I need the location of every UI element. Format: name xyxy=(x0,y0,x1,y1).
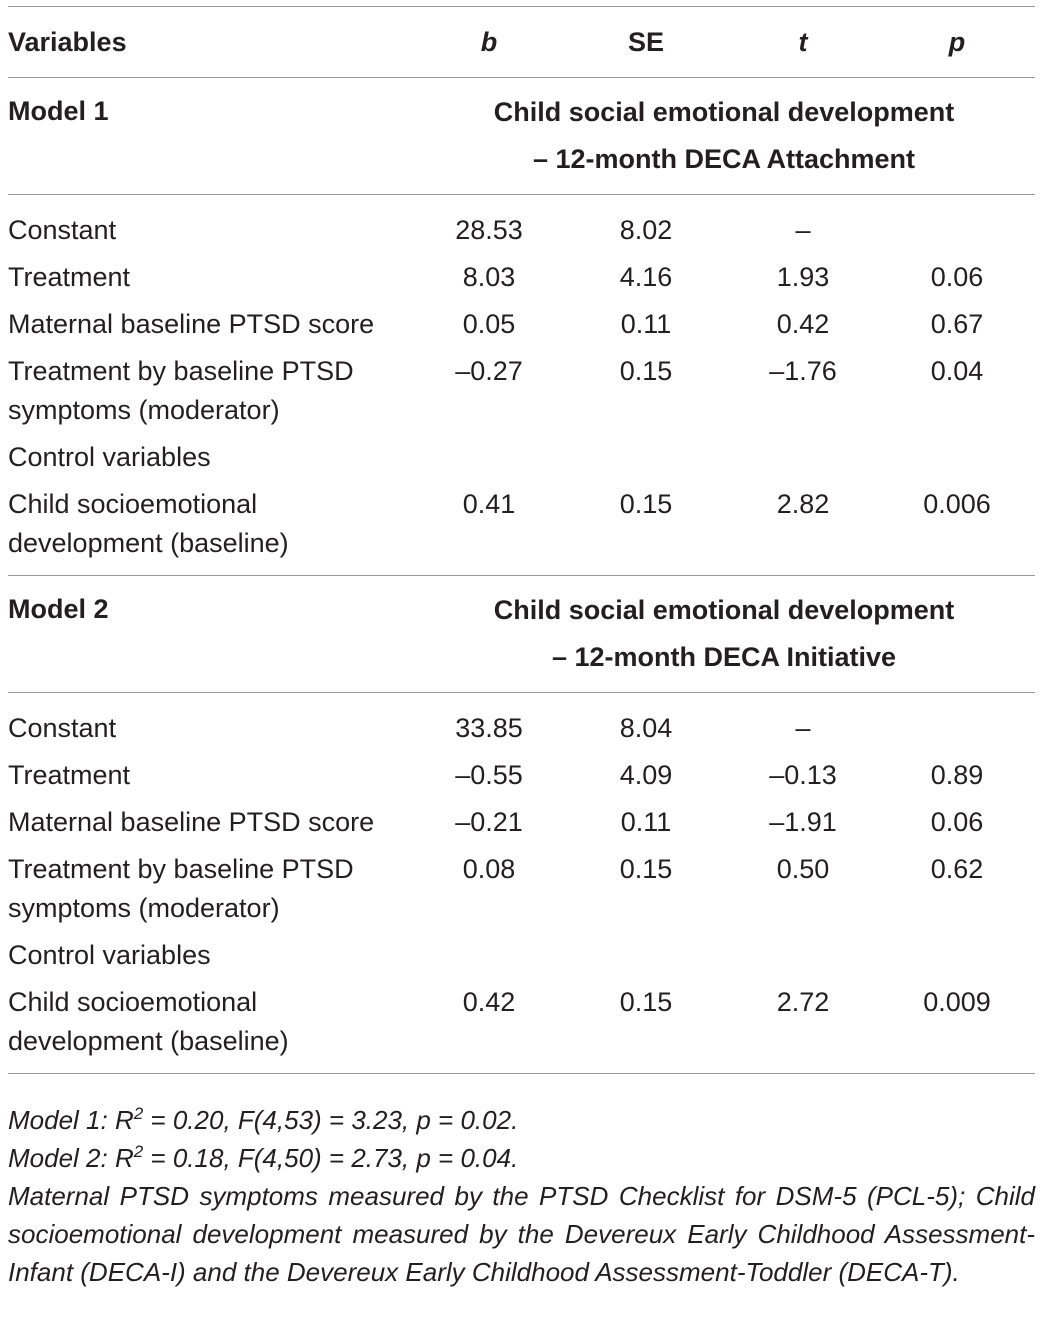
table-row: Maternal baseline PTSD score 0.05 0.11 0… xyxy=(8,301,1035,348)
cell-p xyxy=(879,195,1035,255)
table-row: Treatment –0.55 4.09 –0.13 0.89 xyxy=(8,752,1035,799)
cell-t: 0.50 xyxy=(776,854,830,884)
cell-b: 8.03 xyxy=(462,262,516,292)
table-row: Child socioemotional development (baseli… xyxy=(8,481,1035,576)
cell-t: 0.42 xyxy=(776,309,830,339)
table-row: Child socioemotional development (baseli… xyxy=(8,979,1035,1074)
header-b: b xyxy=(480,27,498,57)
model-2-dependent-variable: Child social emotional development – 12-… xyxy=(413,576,1035,693)
model-2-header-row: Model 2 Child social emotional developme… xyxy=(8,576,1035,693)
row-name: Treatment by baseline PTSD symptoms (mod… xyxy=(8,348,413,434)
cell-se: 0.15 xyxy=(619,489,673,519)
row-name-line2: symptoms (moderator) xyxy=(8,395,280,425)
cell-b: –0.55 xyxy=(455,760,523,790)
row-name: Maternal baseline PTSD score xyxy=(8,807,375,837)
cell-t: –0.13 xyxy=(769,760,837,790)
table-notes: Model 1: R2 = 0.20, F(4,53) = 3.23, p = … xyxy=(8,1101,1035,1291)
cell-t: – xyxy=(795,713,811,743)
cell-p: 0.006 xyxy=(923,489,991,519)
cell-b: 0.42 xyxy=(462,987,516,1017)
cell-p: 0.62 xyxy=(930,854,984,884)
header-se: SE xyxy=(627,27,665,57)
model-1-header-row: Model 1 Child social emotional developme… xyxy=(8,78,1035,195)
cell-se: 0.15 xyxy=(619,854,673,884)
table-row: Maternal baseline PTSD score –0.21 0.11 … xyxy=(8,799,1035,846)
cell-p xyxy=(879,693,1035,753)
model-2-dv-line1: Child social emotional development xyxy=(493,595,955,625)
table-row: Control variables xyxy=(8,932,1035,979)
cell-p: 0.67 xyxy=(930,309,984,339)
cell-p: 0.009 xyxy=(923,987,991,1017)
model-1-fit-note: Model 1: R2 = 0.20, F(4,53) = 3.23, p = … xyxy=(8,1104,519,1135)
cell-b: –0.27 xyxy=(455,356,523,386)
row-name: Treatment by baseline PTSD symptoms (mod… xyxy=(8,846,413,932)
cell-se: 0.11 xyxy=(620,807,672,837)
table-row: Control variables xyxy=(8,434,1035,481)
cell-t: 2.72 xyxy=(776,987,830,1017)
cell-p: 0.06 xyxy=(930,807,984,837)
row-name-line1: Child socioemotional xyxy=(8,987,258,1017)
row-name: Treatment xyxy=(8,760,131,790)
cell-t: 2.82 xyxy=(776,489,830,519)
cell-se: 0.15 xyxy=(619,356,673,386)
row-name-line1: Child socioemotional xyxy=(8,489,258,519)
cell-b: 33.85 xyxy=(455,713,523,743)
measures-note: Maternal PTSD symptoms measured by the P… xyxy=(8,1181,1035,1287)
table-row: Treatment by baseline PTSD symptoms (mod… xyxy=(8,846,1035,932)
row-name: Child socioemotional development (baseli… xyxy=(8,979,413,1074)
model-1-dv-line1: Child social emotional development xyxy=(493,97,955,127)
cell-se: 0.15 xyxy=(619,987,673,1017)
header-t: t xyxy=(798,27,808,57)
cell-se: 4.09 xyxy=(619,760,673,790)
row-name-line1: Treatment by baseline PTSD xyxy=(8,854,354,884)
cell-b: 0.08 xyxy=(462,854,516,884)
cell-b: 28.53 xyxy=(455,215,523,245)
row-name: Constant xyxy=(8,713,117,743)
row-name-line2: development (baseline) xyxy=(8,528,289,558)
row-name-line2: development (baseline) xyxy=(8,1026,289,1056)
header-variables: Variables xyxy=(8,27,127,57)
row-name: Treatment xyxy=(8,262,131,292)
header-p: p xyxy=(948,27,966,57)
table-header-row: Variables b SE t p xyxy=(8,6,1035,78)
row-name: Constant xyxy=(8,215,117,245)
cell-b: 0.05 xyxy=(462,309,516,339)
cell-p: 0.89 xyxy=(930,760,984,790)
table-row: Constant 28.53 8.02 – xyxy=(8,195,1035,255)
cell-se: 8.02 xyxy=(619,215,673,245)
cell-t: –1.76 xyxy=(769,356,837,386)
model-2-fit-note: Model 2: R2 = 0.18, F(4,50) = 2.73, p = … xyxy=(8,1142,519,1173)
row-name-line1: Treatment by baseline PTSD xyxy=(8,356,354,386)
row-name-line2: symptoms (moderator) xyxy=(8,893,280,923)
model-1-label: Model 1 xyxy=(8,96,109,126)
row-name: Control variables xyxy=(8,442,211,472)
table-row: Constant 33.85 8.04 – xyxy=(8,693,1035,753)
cell-t: 1.93 xyxy=(776,262,830,292)
cell-t: –1.91 xyxy=(769,807,837,837)
cell-t: – xyxy=(795,215,811,245)
cell-b: 0.41 xyxy=(462,489,516,519)
regression-table: Variables b SE t p Model 1 Child social … xyxy=(8,6,1035,1074)
model-1-dv-line2: – 12-month DECA Attachment xyxy=(532,144,916,174)
cell-p: 0.04 xyxy=(930,356,984,386)
row-name: Maternal baseline PTSD score xyxy=(8,309,375,339)
cell-se: 0.11 xyxy=(620,309,672,339)
cell-se: 8.04 xyxy=(619,713,673,743)
model-1-dependent-variable: Child social emotional development – 12-… xyxy=(413,78,1035,195)
table-row: Treatment by baseline PTSD symptoms (mod… xyxy=(8,348,1035,434)
cell-se: 4.16 xyxy=(619,262,673,292)
cell-b: –0.21 xyxy=(455,807,523,837)
row-name: Child socioemotional development (baseli… xyxy=(8,481,413,576)
table-row: Treatment 8.03 4.16 1.93 0.06 xyxy=(8,254,1035,301)
model-2-dv-line2: – 12-month DECA Initiative xyxy=(551,642,897,672)
cell-p: 0.06 xyxy=(930,262,984,292)
row-name: Control variables xyxy=(8,940,211,970)
model-2-label: Model 2 xyxy=(8,594,109,624)
